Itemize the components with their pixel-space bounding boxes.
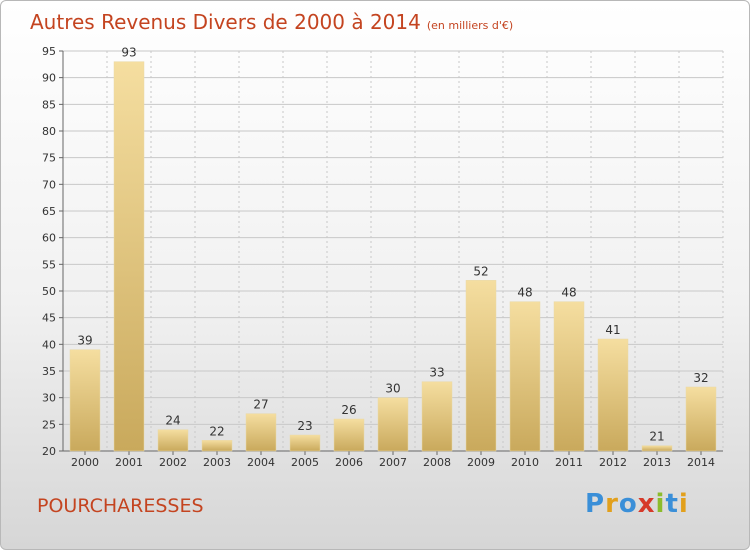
- y-tick-label: 45: [42, 312, 56, 325]
- logo-letter: i: [655, 489, 666, 519]
- value-label: 52: [473, 264, 488, 278]
- x-tick-label: 2011: [555, 456, 583, 469]
- x-tick-label: 2008: [423, 456, 451, 469]
- value-label: 93: [121, 46, 136, 60]
- y-tick-label: 60: [42, 232, 56, 245]
- x-tick-label: 2003: [203, 456, 231, 469]
- bars: [69, 61, 717, 452]
- y-tick-label: 65: [42, 205, 56, 218]
- bar-2005: [289, 434, 321, 452]
- logo-letter: r: [605, 489, 619, 519]
- bar-2006: [333, 418, 365, 452]
- logo-letter: x: [637, 489, 656, 519]
- value-label: 21: [649, 430, 664, 444]
- value-label: 48: [517, 286, 532, 300]
- y-tick-label: 70: [42, 178, 56, 191]
- x-tick-label: 2014: [687, 456, 715, 469]
- commune-name: POURCHARESSES: [37, 495, 204, 517]
- y-tick-label: 80: [42, 125, 56, 138]
- title-row: Autres Revenus Divers de 2000 à 2014 (en …: [30, 10, 513, 34]
- y-tick-label: 50: [42, 285, 56, 298]
- bar-2009: [465, 280, 497, 452]
- bar-2004: [245, 413, 277, 452]
- y-tick-label: 55: [42, 258, 56, 271]
- logo-letter: i: [678, 489, 689, 519]
- x-tick-label: 2006: [335, 456, 363, 469]
- bar-2001: [113, 61, 145, 452]
- x-tick-label: 2002: [159, 456, 187, 469]
- value-label: 32: [693, 371, 708, 385]
- y-tick-label: 85: [42, 98, 56, 111]
- chart-subtitle: (en milliers d'€): [426, 19, 514, 32]
- chart-title: Autres Revenus Divers de 2000 à 2014: [30, 10, 421, 34]
- value-label: 24: [165, 414, 180, 428]
- logo-letter: P: [585, 489, 606, 519]
- y-tick-label: 40: [42, 338, 56, 351]
- value-label: 30: [385, 382, 400, 396]
- value-label: 33: [429, 366, 444, 380]
- bar-2013: [641, 445, 673, 452]
- value-label: 48: [561, 286, 576, 300]
- y-tick-label: 75: [42, 152, 56, 165]
- x-tick-label: 2007: [379, 456, 407, 469]
- y-tick-label: 90: [42, 72, 56, 85]
- bar-2014: [685, 386, 717, 452]
- x-tick-label: 2012: [599, 456, 627, 469]
- bar-2003: [201, 440, 233, 452]
- x-tick-label: 2004: [247, 456, 275, 469]
- logo-letter: t: [665, 489, 679, 519]
- bar-2012: [597, 338, 629, 452]
- y-tick-label: 30: [42, 392, 56, 405]
- x-tick-label: 2013: [643, 456, 671, 469]
- value-label: 27: [253, 398, 268, 412]
- bar-2007: [377, 397, 409, 452]
- y-tick-label: 35: [42, 365, 56, 378]
- x-tick-label: 2010: [511, 456, 539, 469]
- value-label: 22: [209, 424, 224, 438]
- y-tick-label: 20: [42, 445, 56, 458]
- value-label: 39: [77, 334, 92, 348]
- x-tick-label: 2000: [71, 456, 99, 469]
- x-tick-label: 2005: [291, 456, 319, 469]
- bar-2002: [157, 429, 189, 452]
- bar-2011: [553, 301, 585, 452]
- logo-letter: o: [618, 489, 638, 519]
- proxiti-logo: Proxiti: [585, 489, 689, 519]
- y-tick-label: 25: [42, 418, 56, 431]
- value-label: 26: [341, 403, 356, 417]
- labels: 20 25 30 35 40 45 50 55 60 65 70 75 80 85 90 95 39 2000 93…: [42, 45, 715, 469]
- y-tick-label: 95: [42, 45, 56, 58]
- value-label: 23: [297, 419, 312, 433]
- bar-2010: [509, 301, 541, 452]
- bar-2008: [421, 381, 453, 452]
- x-tick-label: 2009: [467, 456, 495, 469]
- x-tick-label: 2001: [115, 456, 143, 469]
- bar-2000: [69, 349, 101, 452]
- value-label: 41: [605, 323, 620, 337]
